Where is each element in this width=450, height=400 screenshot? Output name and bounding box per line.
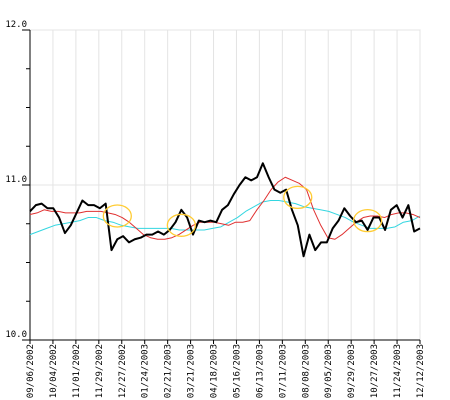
x-tick-label: 05/16/2003 [232, 344, 242, 398]
signal-circle [283, 185, 313, 210]
x-tick-label: 09/06/2002 [26, 344, 36, 398]
y-tick-label: 12.0 [5, 20, 27, 30]
x-tick-label: 03/21/2003 [187, 344, 197, 398]
x-tick-label: 11/01/2002 [72, 344, 82, 398]
signal-circle [102, 204, 132, 228]
x-tick-label: 04/18/2003 [210, 344, 220, 398]
series-line [29, 176, 421, 240]
signal-circle [352, 208, 383, 233]
y-tick-label: 10.0 [5, 330, 27, 340]
x-tick-label: 09/05/2003 [324, 344, 334, 398]
x-tick-label: 10/04/2002 [49, 344, 59, 398]
x-tick-label: 09/29/2003 [347, 344, 357, 398]
x-tick-label: 11/24/2003 [393, 344, 403, 398]
x-tick-label: 08/08/2003 [301, 344, 311, 398]
x-tick-label: 06/13/2003 [255, 344, 265, 398]
x-tick-label: 01/24/2003 [141, 344, 151, 398]
signal-circle [166, 213, 196, 237]
series-line [29, 162, 421, 258]
x-tick-label: 10/27/2003 [370, 344, 380, 398]
x-tick-label: 12/12/2003 [416, 344, 426, 398]
x-tick-label: 11/29/2002 [95, 344, 105, 398]
y-tick-label: 11.0 [5, 175, 27, 185]
x-tick-label: 02/21/2003 [164, 344, 174, 398]
x-tick-label: 12/27/2002 [118, 344, 128, 398]
x-tick-label: 07/11/2003 [278, 344, 288, 398]
